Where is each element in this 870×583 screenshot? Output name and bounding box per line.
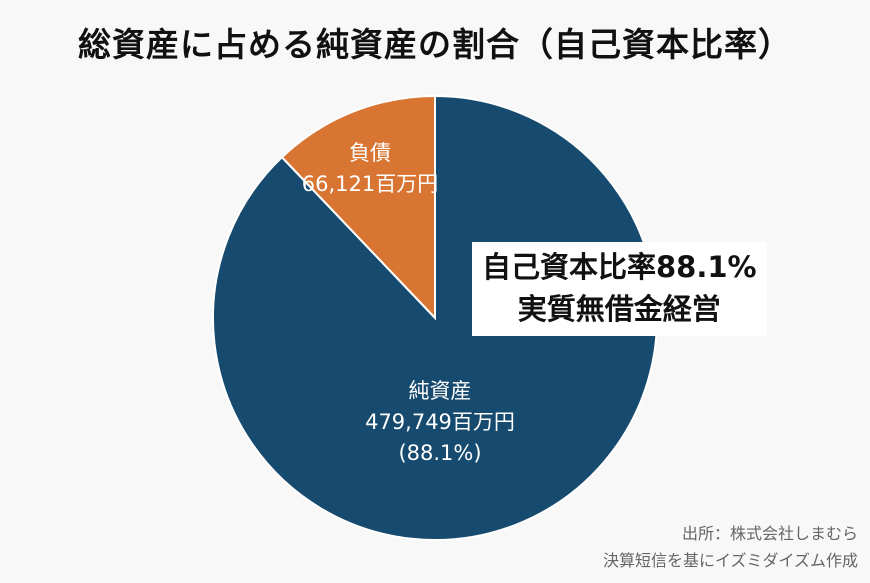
liability-label: 負債 66,121百万円 [300, 138, 440, 200]
callout-line-2: 実質無借金経営 [517, 292, 721, 326]
source-line-1: 出所：株式会社しまむら [681, 524, 858, 543]
callout-line-1: 自己資本比率88.1% [482, 250, 757, 284]
equity-value: 479,749百万円 [365, 410, 515, 434]
chart-title: 総資産に占める純資産の割合（自己資本比率） [78, 25, 792, 64]
source-note: 出所：株式会社しまむら 決算短信を基にイズミダイズム作成 [603, 520, 858, 574]
equity-ratio-callout: 自己資本比率88.1% 実質無借金経営 [472, 242, 767, 336]
pie-slice-liability [280, 94, 436, 321]
equity-name: 純資産 [408, 379, 472, 403]
pie-slice-equity [212, 94, 658, 541]
liability-value: 66,121百万円 [301, 172, 439, 196]
equity-percent: (88.1%) [398, 441, 482, 465]
equity-label: 純資産 479,749百万円 (88.1%) [345, 376, 535, 469]
source-line-2: 決算短信を基にイズミダイズム作成 [602, 551, 858, 570]
liability-name: 負債 [349, 141, 391, 165]
